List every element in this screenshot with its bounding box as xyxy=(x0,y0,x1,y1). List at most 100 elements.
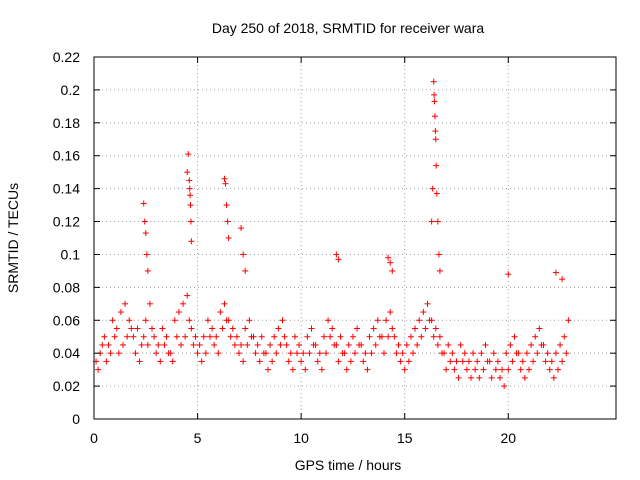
data-point xyxy=(222,180,229,187)
data-point xyxy=(221,300,228,307)
data-point xyxy=(165,350,172,357)
data-point xyxy=(418,333,425,340)
data-point xyxy=(219,325,226,332)
y-tick-label: 0.18 xyxy=(53,115,80,131)
data-point xyxy=(169,358,176,365)
data-point xyxy=(161,341,168,348)
data-point xyxy=(432,128,439,135)
data-point xyxy=(503,350,510,357)
data-point xyxy=(453,358,460,365)
data-point xyxy=(188,325,195,332)
data-point xyxy=(101,333,108,340)
data-point xyxy=(238,225,245,232)
data-point xyxy=(134,325,141,332)
data-point xyxy=(354,325,361,332)
data-point xyxy=(431,91,438,98)
data-point xyxy=(190,341,197,348)
data-point xyxy=(478,350,485,357)
data-point xyxy=(298,358,305,365)
data-point xyxy=(561,333,568,340)
data-point xyxy=(497,374,503,381)
data-point xyxy=(302,366,309,373)
data-point xyxy=(505,271,512,278)
data-point xyxy=(395,341,402,348)
data-point xyxy=(294,350,300,357)
data-point xyxy=(385,254,392,261)
data-point xyxy=(186,177,193,184)
data-point xyxy=(175,309,182,316)
data-point xyxy=(366,333,373,340)
data-point xyxy=(509,358,516,365)
plot-frame xyxy=(93,56,617,420)
data-point xyxy=(149,325,155,332)
data-point xyxy=(476,374,483,381)
data-point xyxy=(420,309,427,316)
data-point xyxy=(103,358,110,365)
data-point xyxy=(439,350,445,357)
data-point xyxy=(225,235,232,241)
data-point xyxy=(434,341,441,348)
data-point xyxy=(331,341,338,348)
data-point xyxy=(281,333,288,340)
y-tick-label: 0.16 xyxy=(53,148,80,164)
data-point xyxy=(185,151,192,158)
data-point xyxy=(542,358,549,365)
data-point xyxy=(240,358,247,365)
data-point xyxy=(180,300,187,307)
data-point xyxy=(223,317,230,324)
data-point xyxy=(563,350,570,357)
data-point xyxy=(227,333,234,340)
data-point xyxy=(327,333,334,340)
data-point xyxy=(474,358,481,365)
data-point xyxy=(546,366,553,373)
data-point xyxy=(523,350,530,357)
data-point xyxy=(385,333,392,340)
data-point xyxy=(159,325,166,332)
data-point xyxy=(538,341,545,348)
data-point xyxy=(221,175,228,182)
data-point xyxy=(451,366,458,373)
data-point xyxy=(389,325,396,332)
data-point xyxy=(124,333,131,340)
x-tick-label: 15 xyxy=(397,430,413,446)
data-point xyxy=(552,269,559,276)
data-point xyxy=(265,366,271,373)
chart-title: Day 250 of 2018, SRMTID for receiver war… xyxy=(212,20,485,36)
data-point xyxy=(184,169,191,176)
data-point xyxy=(445,341,452,348)
data-point xyxy=(200,333,207,340)
data-point xyxy=(224,218,231,225)
data-point xyxy=(254,341,261,348)
data-point xyxy=(416,317,423,324)
data-point xyxy=(187,192,194,199)
data-point xyxy=(433,190,440,197)
data-point xyxy=(155,341,162,348)
data-point xyxy=(260,350,267,357)
data-point xyxy=(383,317,390,324)
data-point xyxy=(424,300,431,307)
data-point xyxy=(215,350,222,357)
data-point xyxy=(550,374,557,381)
data-point xyxy=(347,358,354,365)
x-tick-label: 10 xyxy=(293,430,309,446)
data-point xyxy=(184,292,191,299)
data-point xyxy=(401,366,408,373)
data-point xyxy=(136,358,143,365)
data-point xyxy=(381,350,387,357)
data-point xyxy=(171,317,178,324)
data-point xyxy=(153,350,160,357)
data-point xyxy=(223,202,230,209)
data-point xyxy=(544,350,551,357)
data-point xyxy=(436,267,443,274)
data-point xyxy=(555,366,561,373)
data-point xyxy=(122,300,129,307)
data-point xyxy=(113,325,120,332)
data-point xyxy=(391,333,398,340)
data-point xyxy=(126,317,133,324)
data-point xyxy=(187,218,194,225)
data-point xyxy=(310,341,317,348)
data-point xyxy=(128,325,135,332)
data-point xyxy=(252,350,259,357)
data-point xyxy=(233,333,240,340)
data-point xyxy=(507,341,514,348)
